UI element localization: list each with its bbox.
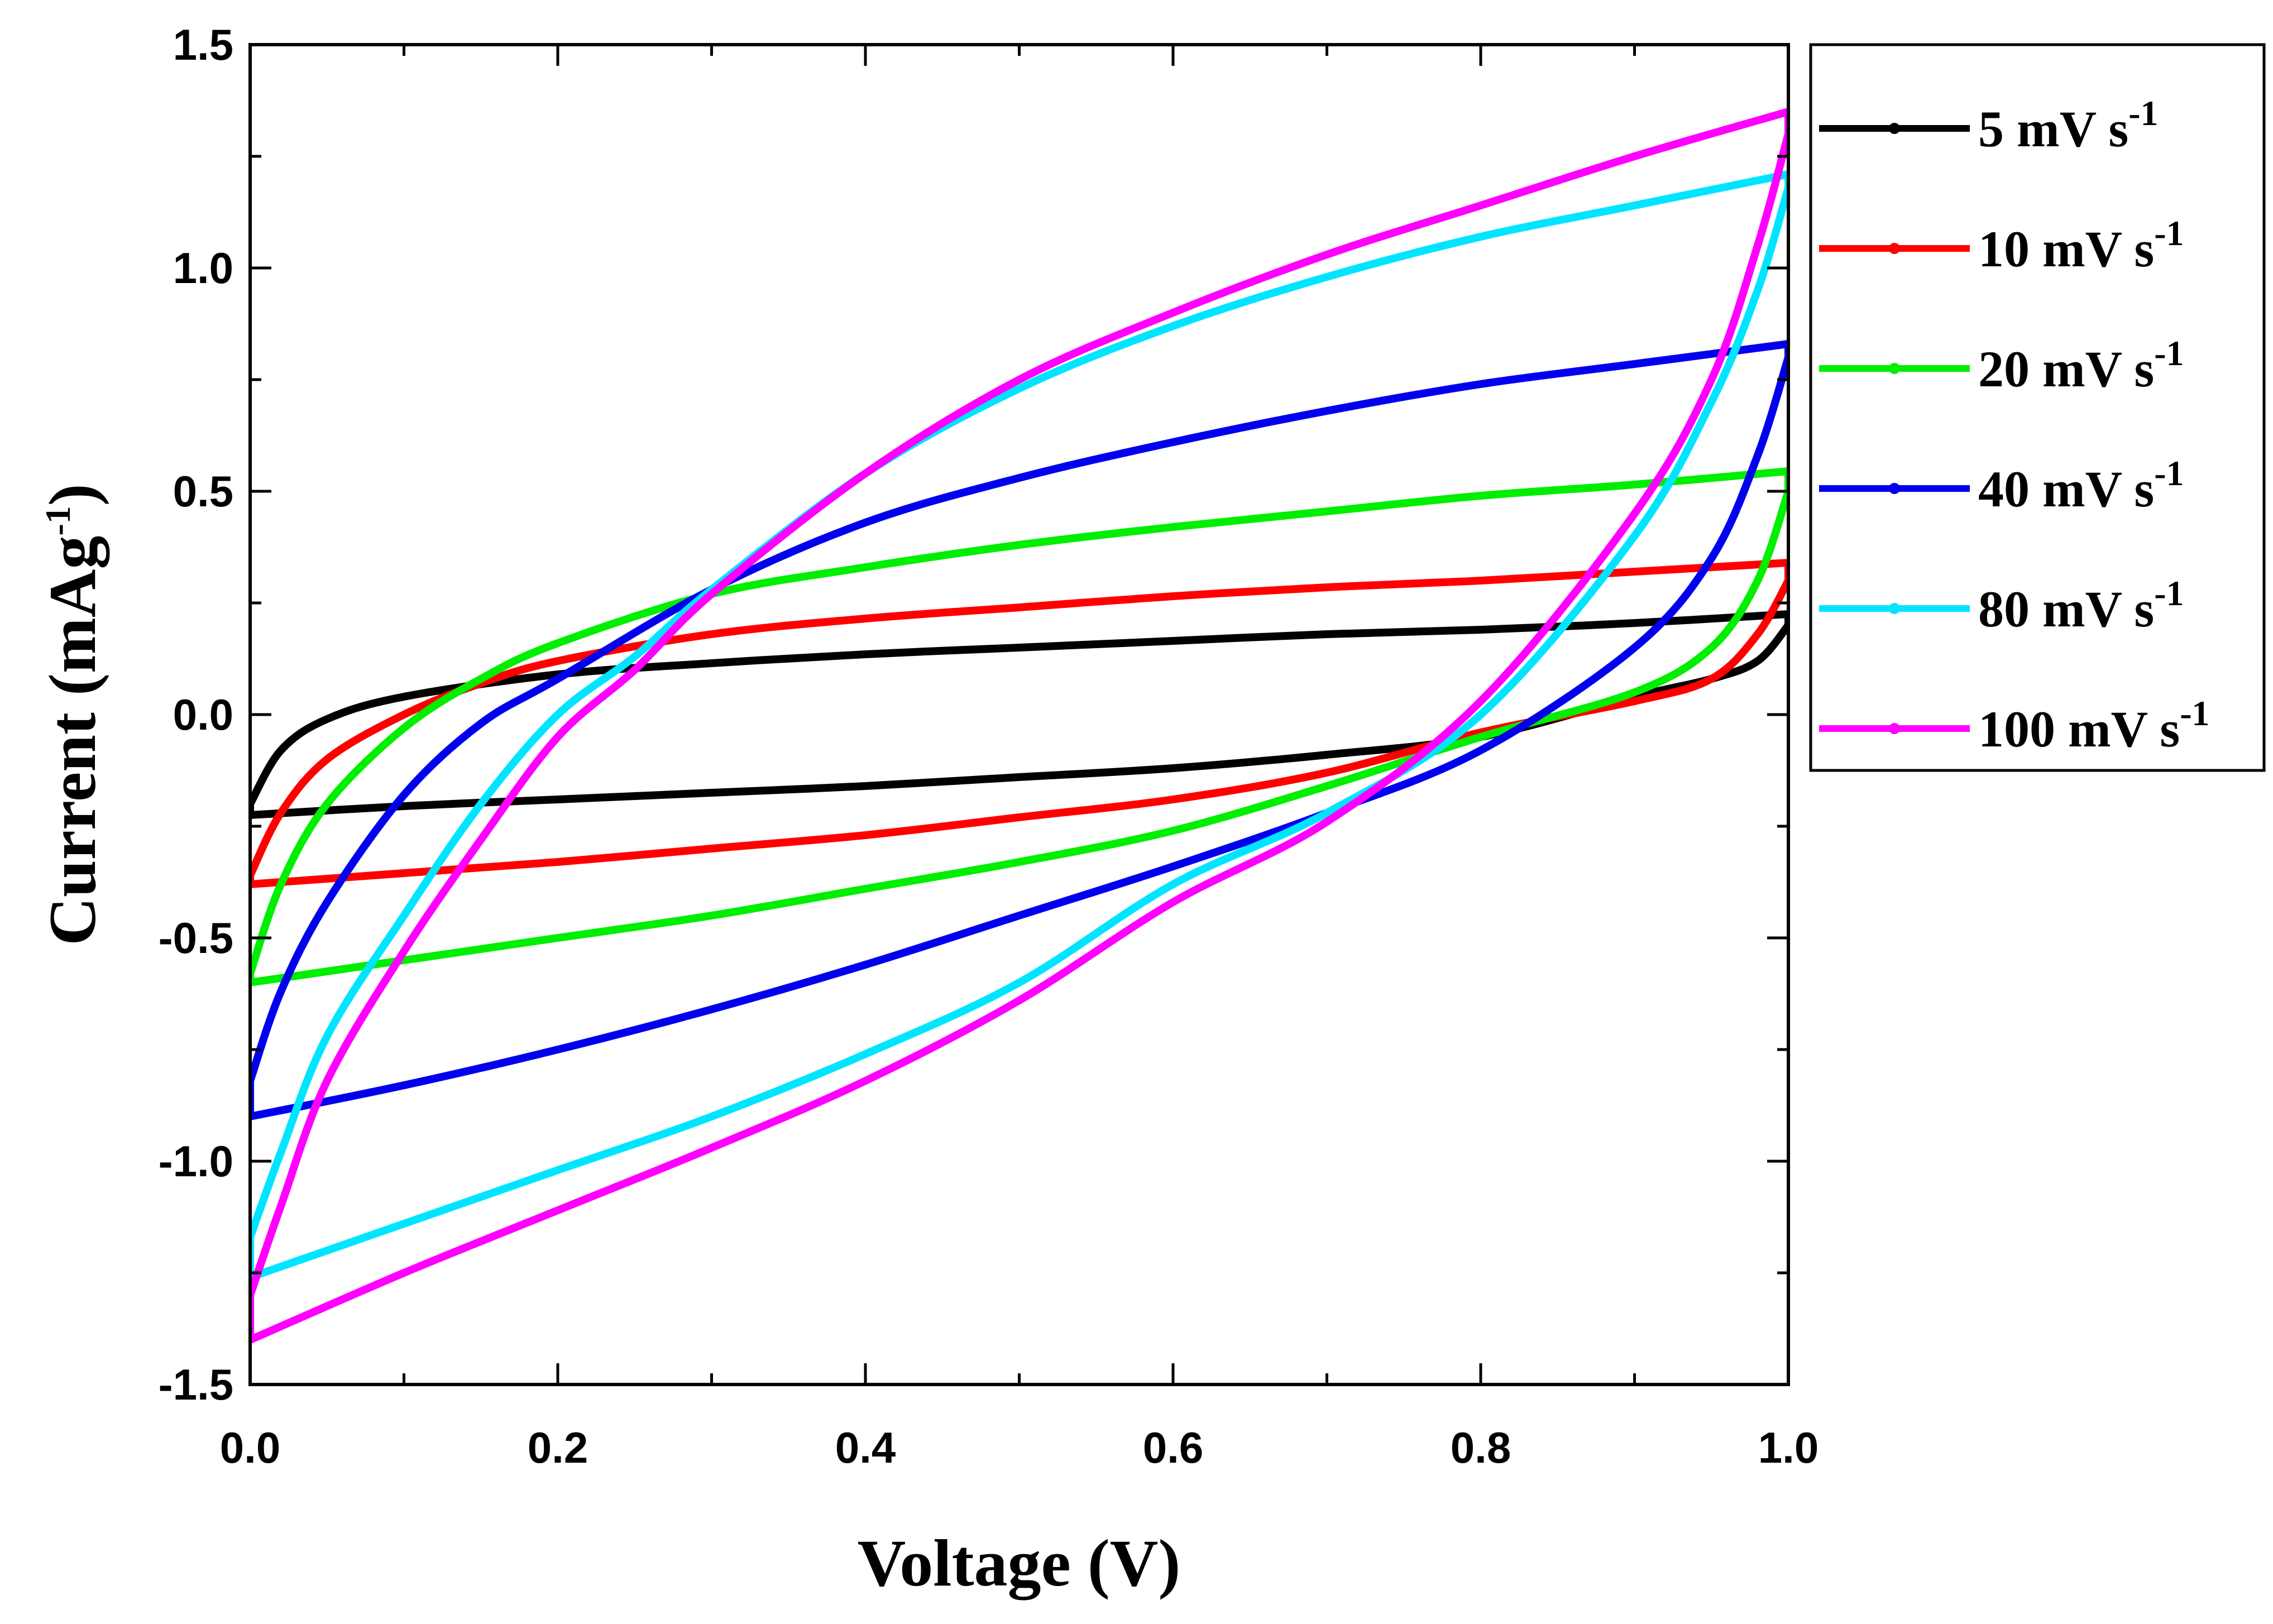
legend: 5 mV s-1 10 mV s-1 20 mV s-1 40 mV s-1 80 mV… [1809,43,2266,772]
series-100-mv-s [250,108,1788,1344]
y-tick-label: -0.5 [159,913,233,962]
legend-label: 5 mV s-1 [1978,93,2159,157]
legend-label: 80 mV s-1 [1978,573,2184,638]
series-line-80-mv-s [250,170,1788,1281]
legend-marker [1889,123,1900,134]
y-axis-title: Current (mAg-1) [35,483,110,946]
legend-marker [1889,603,1900,614]
y-tick-label: -1.5 [159,1360,233,1409]
x-axis-title: Voltage (V) [858,1526,1181,1601]
axis-ticks [248,43,1790,1386]
legend-entry-5-mv-s: 5 mV s-1 [1819,93,2159,157]
series-80-mv-s [250,170,1788,1281]
y-tick-label: 0.0 [173,690,233,739]
series-20-mv-s [250,467,1788,986]
legend-entry-10-mv-s: 10 mV s-1 [1819,213,2184,277]
legend-entry-40-mv-s: 40 mV s-1 [1819,453,2184,518]
series-layer [250,108,1788,1344]
series-line-20-mv-s [250,467,1788,986]
legend-label: 100 mV s-1 [1978,693,2210,758]
legend-label: 10 mV s-1 [1978,213,2184,277]
x-tick-label: 1.0 [1758,1423,1819,1472]
y-axis-title-close: ) [35,483,109,506]
x-tick-label: 0.0 [220,1423,280,1472]
y-tick-label: 1.5 [173,20,233,69]
legend-entry-20-mv-s: 20 mV s-1 [1819,333,2184,397]
legend-marker [1889,363,1900,374]
y-tick-label: 1.0 [173,243,233,293]
legend-label: 20 mV s-1 [1978,333,2184,397]
legend-marker [1889,483,1900,494]
x-tick-label: 0.6 [1143,1423,1203,1472]
legend-entry-80-mv-s: 80 mV s-1 [1819,573,2184,638]
y-axis-title-main: Current (mAg [35,535,110,945]
y-tick-label: -1.0 [159,1137,233,1186]
series-line-40-mv-s [250,340,1788,1120]
series-40-mv-s [250,340,1788,1120]
tick-labels: 0.0 0.2 0.4 0.6 0.8 1.0 -1.5 -1.0 -0.5 0.0 0.5 1.0 1… [159,20,1819,1472]
legend-label: 40 mV s-1 [1978,453,2184,518]
x-tick-label: 0.8 [1451,1423,1511,1472]
x-tick-label: 0.4 [835,1423,896,1472]
y-axis-title-sup: -1 [38,506,78,535]
legend-marker [1889,243,1900,254]
legend-marker [1889,723,1900,734]
series-line-100-mv-s [250,108,1788,1344]
y-tick-label: 0.5 [173,467,233,516]
legend-box [1809,43,2266,772]
legend-entry-100-mv-s: 100 mV s-1 [1819,693,2210,758]
x-tick-label: 0.2 [528,1423,588,1472]
